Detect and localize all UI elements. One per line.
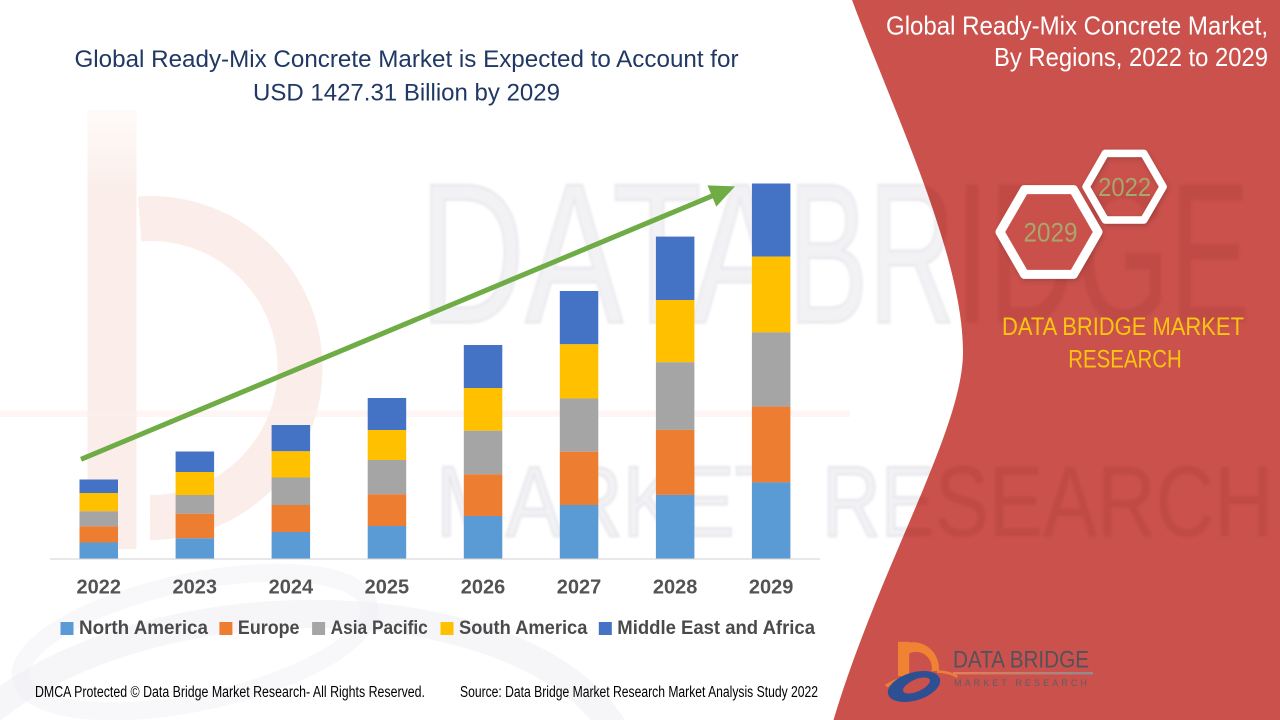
svg-text:Middle East and Africa: Middle East and Africa bbox=[617, 618, 815, 639]
svg-text:Global Ready-Mix Concrete Mark: Global Ready-Mix Concrete Market, bbox=[886, 11, 1268, 41]
svg-text:North America: North America bbox=[79, 618, 208, 639]
svg-text:DATA BRIDGE: DATA BRIDGE bbox=[953, 647, 1089, 674]
svg-text:DATA: DATA bbox=[419, 143, 789, 366]
svg-text:2024: 2024 bbox=[269, 577, 314, 599]
svg-text:2027: 2027 bbox=[557, 577, 602, 599]
svg-text:DMCA Protected © Data Bridge M: DMCA Protected © Data Bridge Market Rese… bbox=[35, 684, 425, 701]
svg-text:2025: 2025 bbox=[365, 577, 410, 599]
svg-text:Source: Data Bridge Market Res: Source: Data Bridge Market Research Mark… bbox=[460, 684, 818, 701]
svg-text:2022: 2022 bbox=[1098, 172, 1151, 202]
svg-text:RESEARCH: RESEARCH bbox=[1068, 345, 1181, 373]
svg-text:2022: 2022 bbox=[77, 577, 122, 599]
svg-text:USD 1427.31 Billion by 2029: USD 1427.31 Billion by 2029 bbox=[253, 79, 560, 106]
svg-text:2023: 2023 bbox=[173, 577, 218, 599]
svg-text:2026: 2026 bbox=[461, 577, 506, 599]
svg-text:2028: 2028 bbox=[653, 577, 698, 599]
svg-text:2029: 2029 bbox=[749, 577, 794, 599]
svg-text:Global Ready-Mix Concrete Mark: Global Ready-Mix Concrete Market is Expe… bbox=[75, 46, 739, 73]
svg-text:2029: 2029 bbox=[1024, 218, 1078, 248]
svg-text:South America: South America bbox=[459, 618, 588, 639]
svg-text:Europe: Europe bbox=[238, 618, 300, 639]
svg-text:MARKET RESEARCH: MARKET RESEARCH bbox=[954, 678, 1090, 688]
svg-text:DATA BRIDGE MARKET: DATA BRIDGE MARKET bbox=[1002, 313, 1244, 341]
svg-text:Asia Pacific: Asia Pacific bbox=[331, 618, 429, 639]
svg-text:By Regions, 2022 to 2029: By Regions, 2022 to 2029 bbox=[994, 42, 1268, 72]
